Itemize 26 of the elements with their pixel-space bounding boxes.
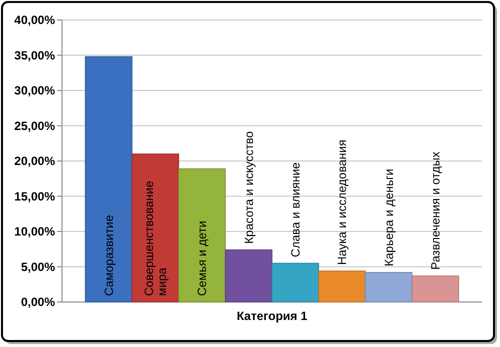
bar: [224, 249, 272, 302]
text: Карьера и деньги: [382, 168, 396, 266]
series-label: Саморазвитие: [102, 214, 116, 296]
y-tick-label: 15,00%: [14, 189, 56, 204]
y-tick-label: 20,00%: [14, 154, 56, 168]
y-tick-label: 25,00%: [14, 118, 56, 133]
bar: [272, 262, 320, 302]
text: Наука и исследования: [335, 140, 350, 265]
text: Слава и влияние: [288, 162, 303, 258]
text: Развлечения и отдых: [428, 152, 443, 270]
bar: [84, 56, 132, 302]
series-label: Совершенствование мира: [142, 180, 170, 296]
series-label: Семья и дети: [195, 220, 210, 296]
bar: [132, 154, 180, 302]
bar: [364, 272, 412, 302]
x-tick-label: Категория 1: [236, 309, 308, 323]
bar: [178, 168, 226, 302]
y-tick-label: 30,00%: [14, 84, 56, 98]
text: Красота и искусство: [242, 130, 256, 244]
y-tick-label: 5,00%: [20, 260, 56, 274]
y-tick-label: 10,00%: [14, 224, 56, 239]
y-tick-label: 35,00%: [14, 48, 56, 62]
y-tick-label: 40,00%: [14, 13, 56, 28]
bar: [318, 270, 366, 302]
y-tick-label: 0,00%: [20, 295, 56, 310]
bar: [412, 276, 460, 302]
